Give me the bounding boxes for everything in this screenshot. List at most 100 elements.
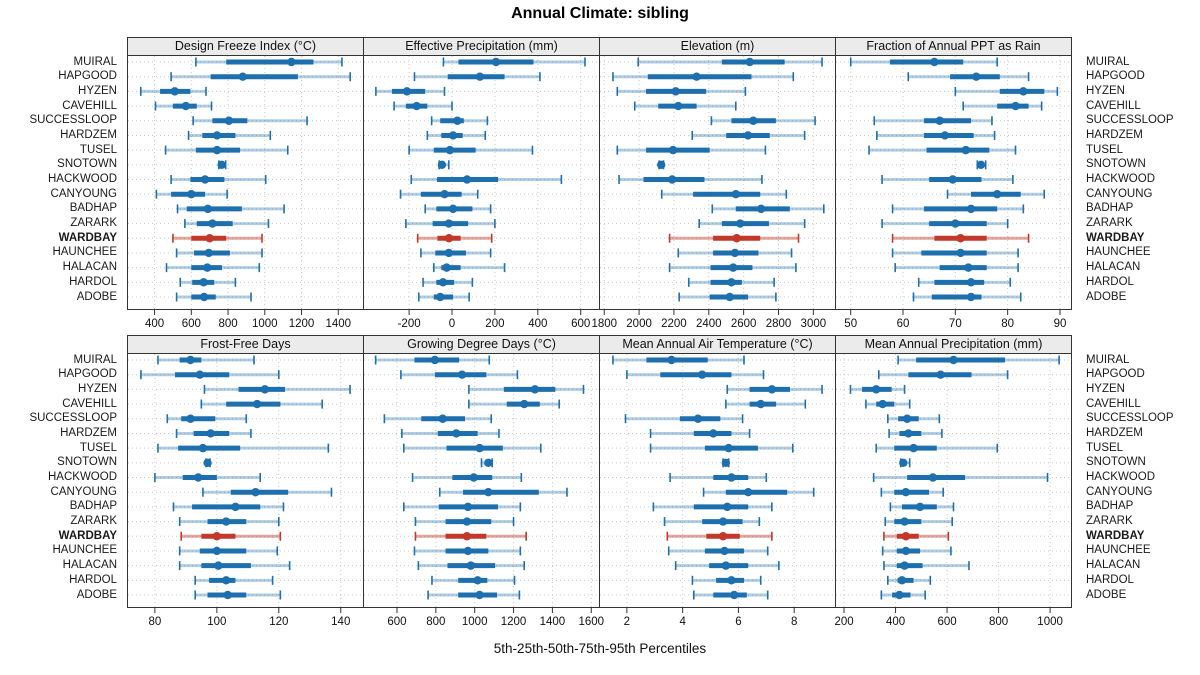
percentile-row-snotown [657,160,666,170]
tick-label: 2400 [696,318,722,330]
station-label-badhap: BADHAP [1086,500,1134,513]
percentile-row-hackwood [411,473,523,482]
station-label-hackwood: HACKWOOD [1086,173,1155,185]
median-dot [204,248,213,258]
percentile-row-cavehill [393,101,453,111]
percentile-row-hyzen [139,86,207,96]
station-label-tusel: TUSEL [79,441,117,454]
panel-plot: 600 800 1000 1200 1400 1600 [363,353,604,628]
median-dot [520,399,529,409]
percentile-row-hackwood [669,473,768,482]
median-dot [709,429,718,438]
median-dot [731,189,740,199]
median-dot [951,219,960,228]
tick-label: 3000 [801,318,827,330]
percentile-row-hardol [691,575,762,585]
station-label-canyoung: CANYOUNG [50,485,117,498]
percentile-row-successloop [873,116,993,126]
median-dot [252,399,262,409]
percentile-row-badhap [889,502,955,512]
tick-label: 1200 [501,616,527,628]
tick-label: 400 [145,318,164,330]
percentile-row-canyoung [155,189,228,199]
percentile-row-hyzen [203,384,351,394]
station-label-haunchee: HAUNCHEE [52,246,117,259]
station-label-muiral: MUIRAL [1086,353,1130,366]
axis-caption: 5th-25th-50th-75th-95th Percentiles [493,641,707,656]
panel-header: Growing Degree Days (°C) [363,335,600,353]
tick-label: 2000 [626,318,652,330]
percentile-row-canyoung [702,487,815,497]
percentile-row-halacan [178,561,291,571]
median-dot [693,414,703,423]
percentile-row-hapgood [626,370,765,380]
percentile-row-hackwood [170,175,267,184]
panel-row-top: Design Freeze Index (°C) 400 600 800 1000 120… [127,37,1072,332]
median-dot [203,204,213,214]
median-dot [181,101,190,111]
station-label-successloop: SUCCESSLOOP [1086,412,1174,425]
panel-header: Design Freeze Index (°C) [127,37,364,55]
tick-label: 80 [1001,318,1014,330]
tick-label: 90 [1054,318,1067,330]
tick-label: 1400 [325,318,351,330]
panel-fraction-of-annual-ppt-as-rain: Fraction of Annual PPT as Rain 50 60 70 80 90 [835,37,1072,332]
median-dot [412,101,421,111]
median-dot [727,576,736,585]
station-label-halacan: HALACAN [62,559,117,572]
median-dot [956,248,965,258]
median-dot [727,278,736,287]
percentile-row-adobe [417,292,470,302]
percentile-row-hyzen [726,384,823,394]
median-dot [466,561,476,570]
panel-mean-annual-air-temperature-c: Mean Annual Air Temperature (°C) 2 4 6 8 [599,335,836,630]
panel-plot: 80 100 120 140 [127,353,364,628]
tick-label: 100 [207,616,226,628]
percentile-row-hyzen [849,384,906,394]
panel-plot: 200 400 600 800 1000 [834,353,1072,628]
percentile-row-canyoung [660,189,788,199]
tick-label: 600 [571,318,590,330]
median-dot [718,517,728,526]
median-dot [260,385,270,394]
tick-label: 800 [218,318,237,330]
percentile-row-hackwood [618,175,763,184]
panel-effective-precipitation-mm: Effective Precipitation (mm) -200 0 200 400 6… [363,37,600,332]
station-label-badhap: BADHAP [1086,202,1134,215]
percentile-row-halacan [432,263,506,273]
median-dot [453,116,462,125]
percentile-row-hardol [194,575,274,585]
median-dot [452,429,461,438]
median-dot [915,502,925,512]
station-label-zarark: ZARARK [1086,217,1133,230]
percentile-row-zarark [881,219,1009,229]
tick-label: 200 [485,318,504,330]
tick-label: 80 [148,616,161,628]
station-label-hyzen: HYZEN [78,84,117,97]
station-label-wardbay: WARDBAY [1086,529,1145,542]
percentile-row-successloop [383,414,493,424]
station-label-canyoung: CANYOUNG [50,187,117,200]
median-dot [895,590,904,600]
panel-growing-degree-days-c: Growing Degree Days (°C) 600 800 1000 1200 14… [363,335,604,630]
percentile-row-muiral [637,57,823,67]
station-label-badhap: BADHAP [69,500,117,513]
percentile-row-hardol [917,277,1012,287]
median-dot [212,546,222,556]
median-dot [436,292,445,302]
station-label-hardol: HARDOL [69,275,117,288]
tick-label: 1000 [1037,616,1063,628]
percentile-row-muiral [442,57,586,67]
median-dot [203,458,212,468]
median-dot [462,517,472,526]
median-dot [992,189,1002,199]
median-dot [221,576,231,585]
percentile-row-haunchee [881,546,952,556]
station-label-halacan: HALACAN [1086,261,1141,274]
percentile-row-zarark [663,517,761,527]
median-dot [1011,101,1020,111]
percentile-row-hapgood [413,72,541,82]
station-label-hackwood: HACKWOOD [48,173,117,185]
percentile-row-hardol [887,575,932,585]
median-dot [718,532,728,541]
